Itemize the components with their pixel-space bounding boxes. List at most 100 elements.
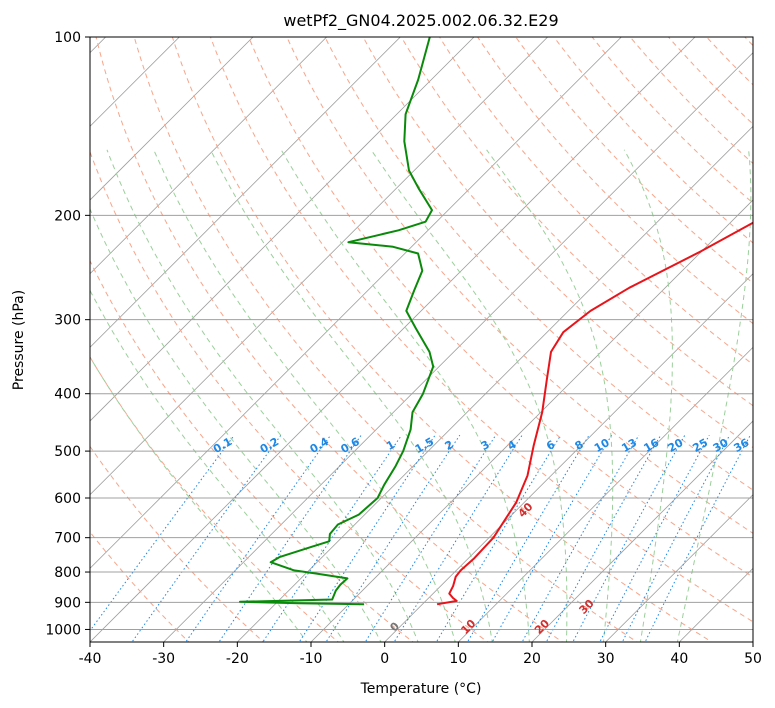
sounding-profiles: [239, 37, 753, 606]
mixing-ratio-label: 36: [732, 436, 752, 455]
moist-adiabat-line: [106, 149, 419, 642]
dry-adiabat-line: [362, 37, 753, 449]
isotherm-line: [236, 125, 753, 642]
mixing-ratio-line: [90, 434, 235, 632]
plot-frame: [89, 36, 754, 643]
dry-adiabat-line: [477, 37, 753, 325]
dry-adiabat-line: [90, 259, 414, 642]
mixing-ratio-line: [435, 434, 562, 642]
mixing-ratio-label: 16: [641, 436, 661, 455]
isotherm-line: [90, 37, 475, 422]
isotherm-line: [605, 494, 753, 642]
y-tick-label: 600: [54, 491, 81, 507]
mixing-ratio-line: [262, 434, 403, 642]
mixing-ratio-label: 13: [619, 436, 639, 455]
mixing-ratio-line: [298, 434, 436, 642]
x-tick-label: -40: [79, 651, 102, 667]
dry-adiabat-line: [438, 37, 753, 366]
dry-adiabat-line: [90, 356, 340, 642]
y-tick-label: 700: [54, 531, 81, 547]
mixing-ratio-line: [491, 434, 613, 642]
dry-adiabat-line: [90, 445, 265, 642]
moist-adiabat-line: [280, 149, 530, 642]
mixing-ratio-label: 30: [711, 436, 731, 455]
reference-line-labels: -100-90-80-70-60-50-40-30-20-10010203040…: [211, 435, 752, 637]
x-tick-label: 50: [744, 651, 762, 667]
isotherm-line: [752, 641, 753, 642]
y-tick-label: 300: [54, 313, 81, 329]
x-axis-ticks: -40 -30 -20 -10 0 10 20 30 40 50: [79, 642, 762, 667]
isotherm-line: [310, 199, 753, 642]
moist-adiabat-line: [90, 355, 308, 642]
y-tick-label: 500: [54, 444, 81, 460]
dry-adiabat-line: [667, 37, 753, 125]
background-lines: [90, 37, 753, 642]
mixing-ratio-line: [131, 434, 282, 642]
isotherm-line: [531, 420, 753, 642]
dry-adiabat-line: [133, 37, 638, 642]
moist-adiabat-line: [370, 149, 568, 642]
mixing-ratio-line: [393, 434, 523, 642]
mixing-ratio-label: 1.5: [413, 435, 436, 456]
y-axis-title: Pressure (hPa): [11, 290, 27, 390]
x-tick-label: 0: [380, 651, 389, 667]
isotherm-line: [90, 37, 254, 201]
moist-adiabat-line: [153, 149, 456, 642]
y-tick-label: 800: [54, 565, 81, 581]
x-tick-label: 30: [597, 651, 615, 667]
y-tick-label: 900: [54, 595, 81, 611]
mixing-ratio-line: [185, 434, 332, 642]
moist-adiabat-line: [676, 149, 752, 642]
dry-adiabat-line: [90, 531, 190, 642]
moist-adiabat-line: [210, 149, 493, 642]
chart-title: wetPf2_GN04.2025.002.06.32.E29: [283, 11, 558, 31]
dry-adiabat-line: [324, 37, 753, 491]
dry-adiabat-line: [400, 37, 753, 407]
temperature-profile: [436, 221, 753, 606]
mixing-ratio-label: 20: [666, 436, 686, 455]
isotherm-line: [90, 37, 622, 569]
isotherm-line: [678, 567, 753, 642]
mixing-ratio-line: [521, 434, 640, 642]
dry-adiabat-label: 30: [577, 597, 597, 617]
isotherm-line: [90, 37, 401, 348]
mixing-ratio-label: 0.4: [308, 435, 332, 456]
isotherm-line: [90, 37, 549, 496]
dewpoint-profile: [239, 37, 435, 606]
dry-adiabat-label: 20: [532, 617, 552, 637]
dry-adiabat-line: [90, 150, 489, 642]
x-axis-title: Temperature (°C): [360, 681, 482, 697]
isotherm-line: [457, 346, 753, 642]
dry-adiabat-line: [248, 37, 753, 578]
moist-adiabat-line: [486, 149, 614, 642]
mixing-ratio-label: 0.2: [258, 435, 281, 456]
mixing-ratio-line: [545, 434, 662, 642]
dry-adiabat-line: [591, 37, 753, 204]
x-tick-label: -20: [226, 651, 249, 667]
isotherm-line: [163, 52, 753, 642]
x-tick-label: -10: [300, 651, 323, 667]
y-tick-label: 400: [54, 387, 81, 403]
x-tick-label: 10: [449, 651, 467, 667]
y-tick-label: 1000: [45, 622, 81, 638]
isotherm-line: [90, 37, 328, 275]
mixing-ratio-line: [621, 434, 731, 642]
x-tick-label: 40: [670, 651, 688, 667]
dry-adiabat-label: 10: [458, 617, 478, 637]
y-tick-label: 200: [54, 208, 81, 224]
dry-adiabat-line: [209, 37, 753, 623]
dry-adiabat-line: [95, 37, 564, 642]
isotherm-line: [90, 37, 696, 642]
isobar-grid: [90, 36, 753, 630]
isotherm-line: [90, 37, 180, 127]
isotherm-line: [384, 273, 753, 642]
mixing-ratio-line: [364, 434, 497, 642]
dry-adiabat-line: [705, 37, 753, 86]
dry-adiabat-line: [629, 37, 753, 165]
x-tick-label: -30: [152, 651, 175, 667]
y-tick-label: 100: [54, 30, 81, 46]
dry-adiabat-line: [286, 37, 753, 534]
x-tick-label: 20: [523, 651, 541, 667]
y-axis-ticks: 100 200 300 400 500 600 700 800 900 1000: [45, 30, 90, 638]
